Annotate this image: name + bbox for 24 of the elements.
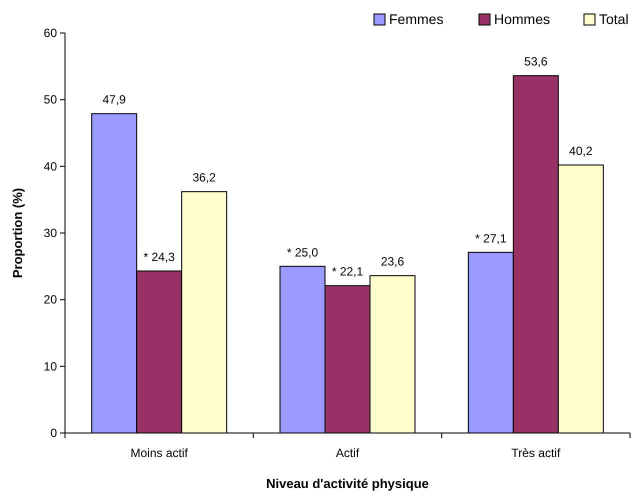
y-tick-label: 30 <box>44 226 58 240</box>
x-axis-title: Niveau d'activité physique <box>266 476 429 491</box>
data-label: 40,2 <box>569 144 593 158</box>
legend-label: Femmes <box>389 11 444 27</box>
data-label: 47,9 <box>102 92 126 107</box>
legend-label: Total <box>599 11 629 27</box>
y-tick-label: 60 <box>44 26 58 40</box>
y-tick-label: 10 <box>44 359 58 374</box>
data-label: 53,6 <box>524 54 548 69</box>
data-label: * 24,3 <box>143 250 176 264</box>
data-label: * 27,1 <box>475 231 507 246</box>
y-tick-label: 40 <box>44 159 58 174</box>
data-label: * 25,0 <box>286 245 319 260</box>
x-tick-label: Très actif <box>511 446 561 460</box>
y-axis-title: Proportion (%) <box>10 188 25 278</box>
x-tick-label: Moins actif <box>130 446 189 460</box>
y-tick-label: 0 <box>50 426 58 440</box>
y-tick-label: 20 <box>44 292 58 307</box>
data-label: 23,6 <box>380 254 404 269</box>
data-label: * 22,1 <box>332 264 364 279</box>
x-tick-label: Actif <box>336 446 360 460</box>
y-tick-label: 50 <box>44 92 58 107</box>
legend-label: Hommes <box>494 11 550 27</box>
data-label: 36,2 <box>192 170 216 185</box>
